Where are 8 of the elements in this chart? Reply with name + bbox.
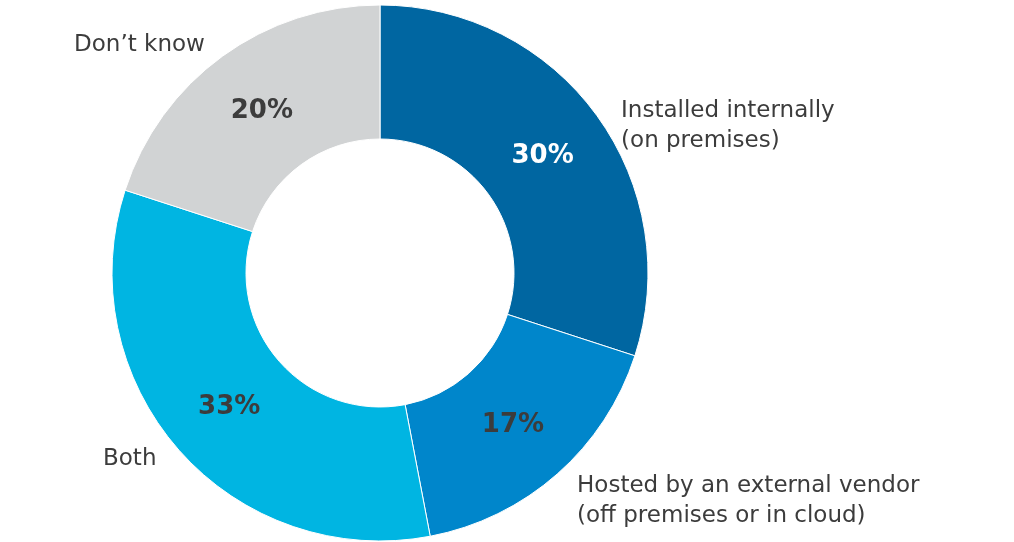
data-label: 30% [511, 138, 574, 169]
data-label: 17% [481, 407, 545, 438]
slice-label: Don’t know [74, 29, 205, 56]
slice-label: Both [103, 444, 157, 471]
data-label: 33% [198, 389, 261, 420]
data-label: 20% [230, 94, 293, 125]
slice-label: Hosted by an external vendor (off premises or in cloud) [577, 470, 920, 527]
slice-label: Installed internally (on premises) [621, 95, 835, 152]
